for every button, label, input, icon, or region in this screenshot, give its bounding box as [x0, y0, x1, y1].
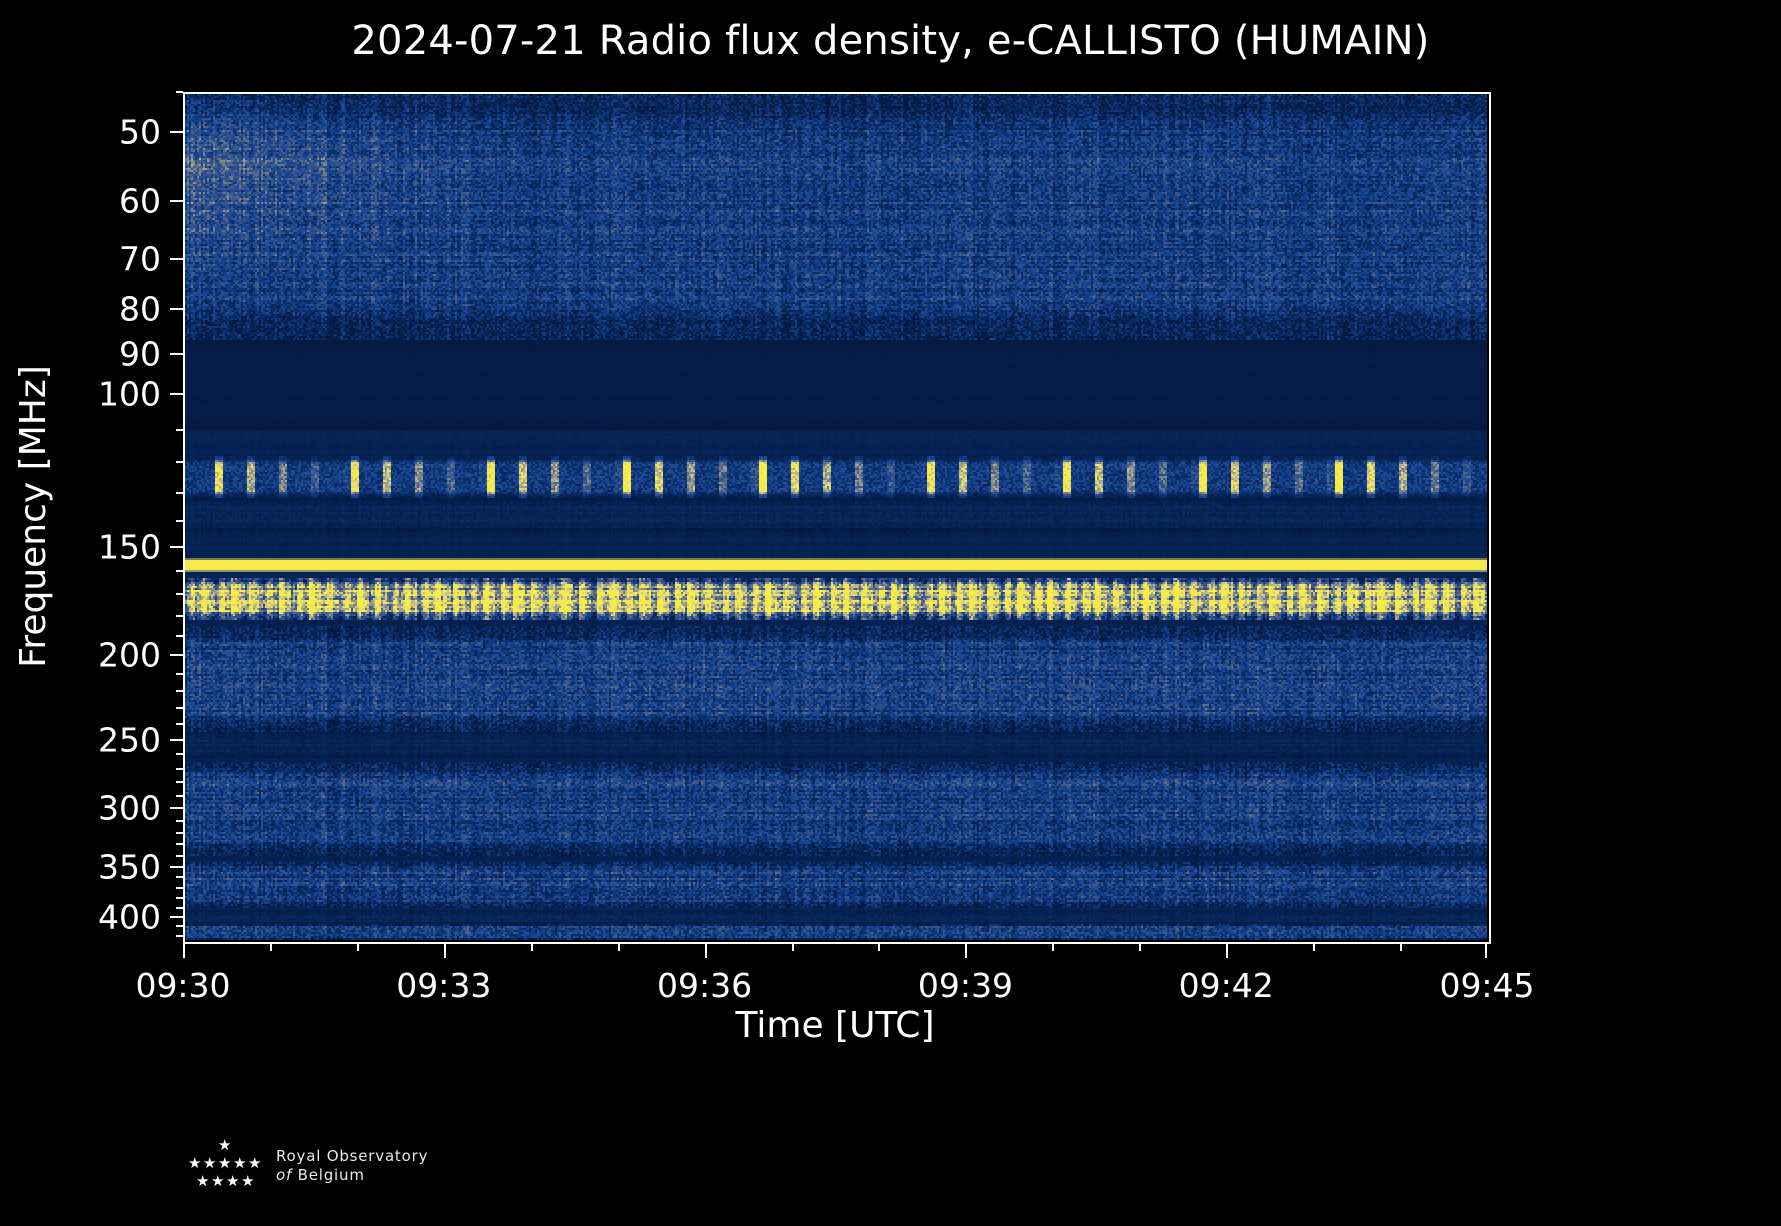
y-tick-mark	[170, 130, 183, 133]
y-tick-mark-minor	[176, 428, 183, 431]
y-tick-mark	[170, 545, 183, 548]
star-icon: ★	[241, 1172, 255, 1190]
y-tick-mark-minor	[176, 519, 183, 522]
y-tick-mark-minor	[176, 854, 183, 857]
y-tick-label: 60	[119, 181, 161, 221]
y-tick-mark-minor	[176, 767, 183, 770]
y-tick-label: 90	[119, 334, 161, 374]
y-tick-mark-minor	[176, 690, 183, 693]
x-tick-label: 09:30	[135, 966, 231, 1005]
x-tick-mark-minor	[617, 942, 620, 951]
star-icon: ★	[218, 1154, 232, 1172]
x-tick-mark-minor	[269, 942, 272, 951]
y-tick-mark-minor	[176, 819, 183, 822]
y-tick-mark-minor	[176, 843, 183, 846]
y-tick-label: 400	[98, 897, 161, 937]
star-icon: ★	[211, 1172, 225, 1190]
x-tick-mark-minor	[1313, 942, 1316, 951]
star-icon: ★	[188, 1154, 202, 1172]
logo-text: Royal Observatory of Belgium	[276, 1147, 428, 1185]
spectrogram-plot-area[interactable]	[183, 92, 1487, 940]
x-tick-label: 09:36	[657, 966, 753, 1005]
y-tick-mark-minor	[176, 634, 183, 637]
x-tick-mark-minor	[791, 942, 794, 951]
y-tick-mark-minor	[176, 906, 183, 909]
y-tick-label: 100	[98, 374, 161, 414]
y-tick-mark-minor	[176, 876, 183, 879]
y-tick-mark-minor	[176, 672, 183, 675]
x-tick-mark-minor	[878, 942, 881, 951]
y-tick-mark	[170, 392, 183, 395]
x-tick-mark	[1226, 942, 1229, 958]
y-tick-label: 50	[119, 112, 161, 152]
star-icon: ★	[248, 1154, 262, 1172]
x-tick-mark-minor	[1400, 942, 1403, 951]
x-tick-mark	[704, 942, 707, 958]
y-tick-mark-minor	[176, 934, 183, 937]
y-tick-mark-minor	[176, 781, 183, 784]
y-tick-mark	[170, 352, 183, 355]
y-tick-mark	[170, 654, 183, 657]
y-tick-mark-minor	[176, 491, 183, 494]
y-tick-mark-minor	[176, 753, 183, 756]
y-tick-mark-minor	[176, 896, 183, 899]
x-tick-mark	[183, 942, 185, 958]
x-axis-ticks: 09:30 09:33 09:36 09:39 09:42 09:45	[135, 942, 1535, 1012]
logo-belgium-word: Belgium	[297, 1166, 365, 1184]
logo-of-word: of	[276, 1166, 293, 1184]
y-tick-mark-minor	[176, 570, 183, 573]
page-title: 2024-07-21 Radio flux density, e-CALLIST…	[351, 18, 1430, 64]
star-icon: ★	[203, 1154, 217, 1172]
y-axis-ticks: 50 60 70 80 90 100 150 200 250 300 350 400	[0, 91, 183, 940]
y-axis-label: Frequency [MHz]	[8, 92, 58, 940]
y-tick-mark-minor	[176, 723, 183, 726]
x-axis-label: Time [UTC]	[735, 1005, 935, 1046]
x-tick-mark	[1485, 942, 1487, 958]
y-tick-label: 300	[98, 788, 161, 828]
star-icon: ★	[233, 1154, 247, 1172]
x-tick-mark	[965, 942, 968, 958]
y-tick-mark	[170, 257, 183, 260]
y-tick-mark	[170, 807, 183, 810]
y-tick-mark-minor	[176, 886, 183, 889]
y-tick-mark	[170, 865, 183, 868]
x-tick-mark-minor	[1052, 942, 1055, 951]
y-tick-label: 200	[98, 635, 161, 675]
y-tick-mark	[170, 738, 183, 741]
stars-icon: ★ ★ ★ ★ ★ ★ ★ ★ ★ ★	[176, 1138, 264, 1194]
y-tick-mark-minor	[176, 925, 183, 928]
x-tick-label: 09:42	[1178, 966, 1274, 1005]
y-tick-mark-minor	[176, 592, 183, 595]
x-tick-mark-minor	[1139, 942, 1142, 951]
royal-observatory-logo: ★ ★ ★ ★ ★ ★ ★ ★ ★ ★ Royal Observatory of Belgium	[176, 1138, 428, 1194]
y-tick-mark-minor	[176, 461, 183, 464]
y-tick-mark	[170, 199, 183, 202]
y-tick-label: 250	[98, 720, 161, 760]
y-tick-mark	[170, 308, 183, 311]
x-tick-label: 09:39	[917, 966, 1013, 1005]
spectrogram-canvas[interactable]	[183, 92, 1487, 940]
y-tick-mark-minor	[176, 831, 183, 834]
x-tick-mark	[443, 942, 446, 958]
x-tick-mark-minor	[356, 942, 359, 951]
y-axis-label-text: Frequency [MHz]	[12, 364, 54, 668]
x-tick-mark-minor	[530, 942, 533, 951]
x-tick-label: 09:33	[396, 966, 492, 1005]
y-tick-mark-minor	[176, 614, 183, 617]
y-tick-mark	[170, 916, 183, 919]
star-icon: ★	[196, 1172, 210, 1190]
y-tick-mark-minor	[176, 91, 183, 93]
star-icon: ★	[226, 1172, 240, 1190]
star-icon: ★	[218, 1136, 232, 1154]
y-tick-mark-minor	[176, 707, 183, 710]
x-tick-label: 09:45	[1439, 966, 1535, 1005]
y-tick-label: 80	[119, 289, 161, 329]
y-tick-mark-minor	[176, 794, 183, 797]
y-tick-label: 150	[98, 527, 161, 567]
logo-line-1: Royal Observatory	[276, 1147, 429, 1166]
logo-line-2: of Belgium	[276, 1166, 428, 1185]
y-tick-label: 70	[119, 239, 161, 279]
y-tick-label: 350	[98, 847, 161, 887]
